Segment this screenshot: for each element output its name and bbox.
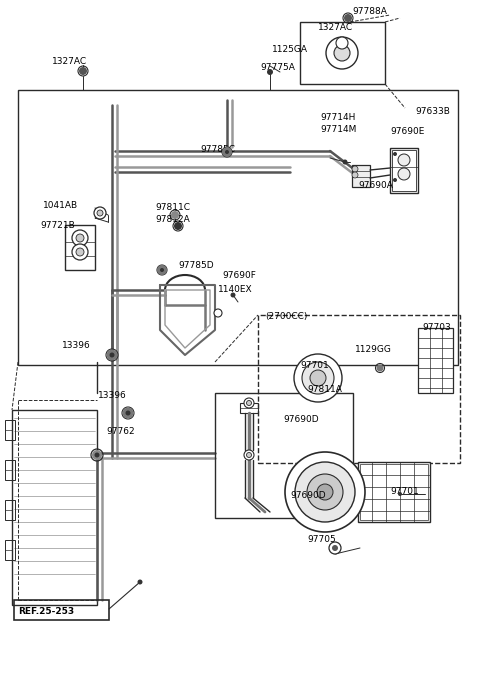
Circle shape — [76, 234, 84, 242]
Circle shape — [307, 474, 343, 510]
Circle shape — [214, 309, 222, 317]
Bar — [300, 22, 385, 84]
Bar — [12, 410, 97, 605]
Bar — [358, 462, 430, 522]
Text: 97812A: 97812A — [155, 215, 190, 225]
Bar — [18, 90, 458, 365]
Text: 97705: 97705 — [307, 536, 336, 544]
Circle shape — [160, 268, 164, 272]
Text: 97762: 97762 — [106, 427, 134, 437]
Circle shape — [72, 230, 88, 246]
Circle shape — [310, 370, 326, 386]
Circle shape — [95, 452, 99, 458]
Text: 97690F: 97690F — [222, 271, 256, 280]
Text: 1140EX: 1140EX — [218, 286, 252, 294]
Text: 97775A: 97775A — [260, 64, 295, 72]
Bar — [352, 165, 370, 187]
Bar — [5, 420, 15, 440]
Circle shape — [109, 353, 115, 357]
Circle shape — [352, 172, 358, 178]
Circle shape — [72, 244, 88, 260]
Text: 1125GA: 1125GA — [272, 45, 308, 55]
Bar — [390, 148, 418, 193]
Circle shape — [285, 452, 365, 532]
Bar — [392, 150, 416, 191]
Bar — [5, 500, 15, 520]
Text: 97721B: 97721B — [40, 221, 75, 230]
Circle shape — [125, 410, 131, 416]
Text: 1041AB: 1041AB — [43, 200, 78, 209]
Text: 97690D: 97690D — [283, 416, 319, 424]
Circle shape — [336, 37, 348, 49]
Text: 97811A: 97811A — [307, 385, 342, 395]
Text: 1129GG: 1129GG — [355, 345, 392, 355]
Circle shape — [326, 37, 358, 69]
Text: 97701: 97701 — [300, 360, 329, 370]
Circle shape — [294, 354, 342, 402]
Circle shape — [334, 45, 350, 61]
Text: 97811C: 97811C — [155, 204, 190, 213]
Bar — [5, 460, 15, 480]
Text: 97690E: 97690E — [390, 127, 424, 137]
Text: 13396: 13396 — [98, 391, 127, 401]
Circle shape — [122, 408, 133, 418]
Bar — [14, 600, 109, 620]
Text: 97690A: 97690A — [358, 181, 393, 190]
Circle shape — [332, 545, 338, 551]
Bar — [65, 225, 95, 270]
Text: 97714M: 97714M — [320, 125, 356, 135]
Circle shape — [137, 580, 143, 584]
Circle shape — [92, 450, 102, 460]
Circle shape — [376, 364, 384, 372]
Circle shape — [174, 222, 182, 230]
Circle shape — [398, 154, 410, 166]
Circle shape — [244, 398, 254, 408]
Circle shape — [343, 160, 348, 165]
Circle shape — [295, 462, 355, 522]
Text: 97703: 97703 — [422, 324, 451, 332]
Circle shape — [244, 450, 254, 460]
Circle shape — [171, 211, 179, 219]
Text: 97701: 97701 — [390, 487, 419, 496]
Circle shape — [302, 362, 334, 394]
Circle shape — [329, 542, 341, 554]
Circle shape — [393, 178, 397, 182]
Text: 97714H: 97714H — [320, 114, 355, 123]
Circle shape — [225, 150, 229, 154]
Text: 1327AC: 1327AC — [318, 22, 353, 32]
Text: 97788A: 97788A — [352, 7, 387, 16]
Circle shape — [317, 484, 333, 500]
Text: 97690D: 97690D — [290, 491, 325, 500]
Circle shape — [393, 152, 397, 156]
Circle shape — [230, 292, 236, 297]
Circle shape — [157, 265, 167, 275]
Bar — [240, 403, 258, 413]
Circle shape — [398, 492, 402, 496]
Circle shape — [76, 248, 84, 256]
Circle shape — [222, 147, 232, 157]
Circle shape — [247, 401, 252, 406]
Circle shape — [247, 452, 252, 458]
Bar — [360, 464, 428, 520]
Text: 13396: 13396 — [62, 341, 91, 349]
Bar — [258, 315, 460, 463]
Text: 1327AC: 1327AC — [52, 58, 87, 66]
Bar — [418, 328, 453, 393]
Text: (2700CC): (2700CC) — [265, 311, 307, 320]
Circle shape — [344, 14, 352, 22]
Circle shape — [79, 67, 87, 75]
Text: REF.25-253: REF.25-253 — [18, 607, 74, 615]
Text: 97785D: 97785D — [178, 261, 214, 269]
Circle shape — [398, 168, 410, 180]
Bar — [5, 540, 15, 560]
Circle shape — [107, 349, 118, 360]
Circle shape — [97, 210, 103, 216]
Text: 97633B: 97633B — [415, 108, 450, 116]
Text: 97785C: 97785C — [200, 146, 235, 154]
Circle shape — [94, 207, 106, 219]
Circle shape — [267, 69, 273, 75]
Bar — [215, 393, 353, 518]
Circle shape — [352, 166, 358, 172]
